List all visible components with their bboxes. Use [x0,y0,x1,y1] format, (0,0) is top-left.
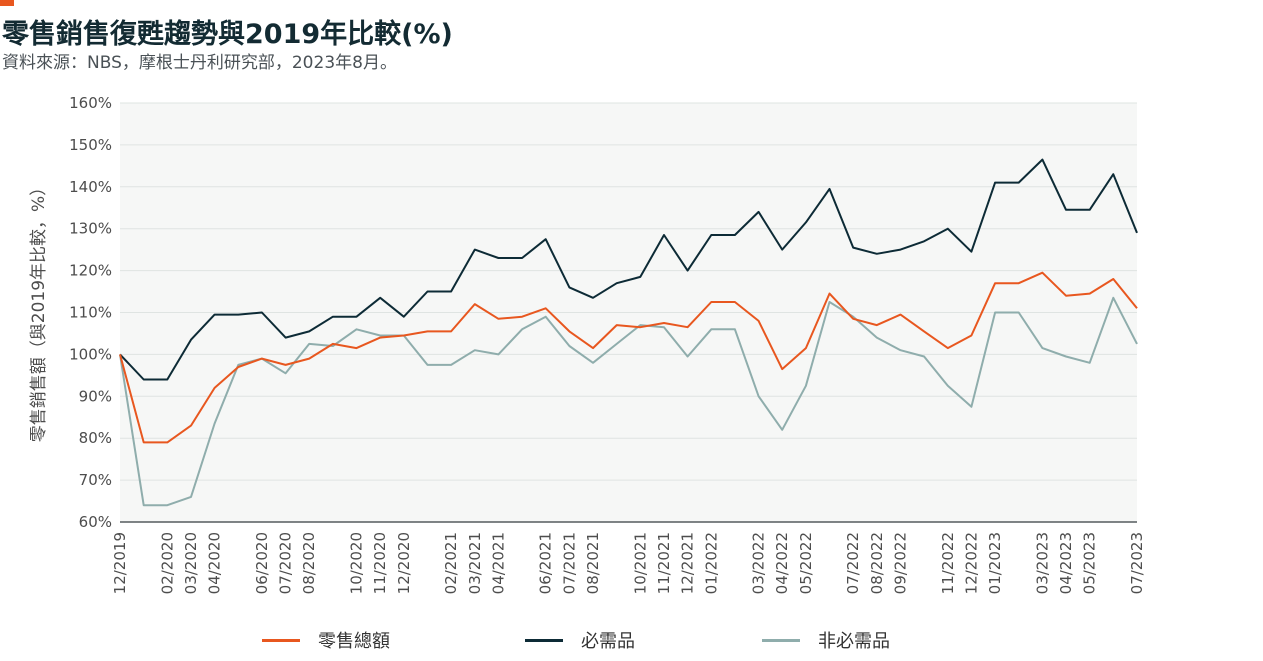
legend-item-non-necessities: 非必需品 [762,627,890,653]
x-tick-label: 02/2021 [442,532,460,594]
x-tick-label: 04/2023 [1057,532,1075,594]
chart-title: 零售銷售復甦趨勢與2019年比較(%) [2,19,453,50]
x-tick-label: 01/2022 [702,532,720,594]
x-tick-label: 07/2022 [844,532,862,594]
x-tick-label: 04/2021 [489,532,507,594]
y-tick-label: 90% [79,387,112,405]
y-tick-label: 110% [69,304,112,322]
x-tick-label: 03/2020 [182,532,200,594]
x-tick-label: 10/2021 [631,532,649,594]
x-tick-label: 05/2023 [1081,532,1099,594]
x-tick-label: 12/2021 [679,532,697,594]
x-tick-label: 06/2020 [253,532,271,594]
chart-legend: 零售總額 必需品 非必需品 [0,627,1263,655]
series-line-non-necessities [119,296,1138,507]
x-tick-label: 12/2022 [962,532,980,594]
y-tick-label: 60% [79,513,112,531]
x-tick-label: 06/2021 [537,532,555,594]
series-lines [119,158,1138,507]
x-tick-label: 09/2022 [891,532,909,594]
x-tick-label: 01/2023 [986,532,1004,594]
series-line-retail-total [119,271,1138,444]
y-tick-label: 70% [79,471,112,489]
x-tick-label: 03/2021 [466,532,484,594]
y-tick-label: 160% [69,94,112,112]
x-tick-label: 11/2020 [371,532,389,594]
series-line-necessities [119,158,1138,381]
x-tick-label: 08/2021 [584,532,602,594]
brand-accent-bar [0,0,14,6]
x-tick-label: 07/2020 [277,532,295,594]
x-tick-label: 04/2020 [206,532,224,594]
gridlines [120,102,1137,481]
x-tick-label: 07/2023 [1128,532,1146,594]
legend-label-non-necessities: 非必需品 [818,631,890,652]
x-tick-label: 11/2021 [655,532,673,594]
y-axis-tick-labels: 60% 70% 80% 90% 100% 110% 120% 130% 140% 150% 160% [69,94,112,531]
x-tick-label: 08/2022 [868,532,886,594]
x-tick-label: 11/2022 [939,532,957,594]
legend-item-necessities: 必需品 [525,627,635,653]
legend-item-retail-total: 零售總額 [262,627,390,653]
y-tick-label: 120% [69,262,112,280]
x-tick-label: 07/2021 [560,532,578,594]
x-axis-tick-labels: 12/2019 02/2020 03/2020 04/2020 06/2020 07/20… [111,532,1146,594]
x-tick-label: 08/2020 [300,532,318,594]
x-tick-label: 12/2020 [395,532,413,594]
y-tick-label: 100% [69,345,112,363]
x-tick-label: 03/2022 [750,532,768,594]
legend-label-necessities: 必需品 [581,631,635,652]
x-tick-label: 03/2023 [1033,532,1051,594]
x-tick-label: 10/2020 [348,532,366,594]
legend-swatch-retail-total [262,638,300,642]
x-tick-label: 12/2019 [111,532,129,594]
y-tick-label: 150% [69,136,112,154]
legend-swatch-necessities [525,638,563,642]
y-tick-label: 80% [79,429,112,447]
y-tick-label: 140% [69,178,112,196]
x-tick-label: 05/2022 [797,532,815,594]
legend-label-retail-total: 零售總額 [318,631,390,652]
x-tick-label: 04/2022 [773,532,791,594]
y-tick-label: 130% [69,220,112,238]
legend-swatch-non-necessities [762,638,800,642]
chart-source-note: 資料來源：NBS，摩根士丹利研究部，2023年8月。 [2,53,397,73]
y-axis-label: 零售銷售額（與2019年比較，%） [29,179,49,442]
x-tick-label: 02/2020 [158,532,176,594]
